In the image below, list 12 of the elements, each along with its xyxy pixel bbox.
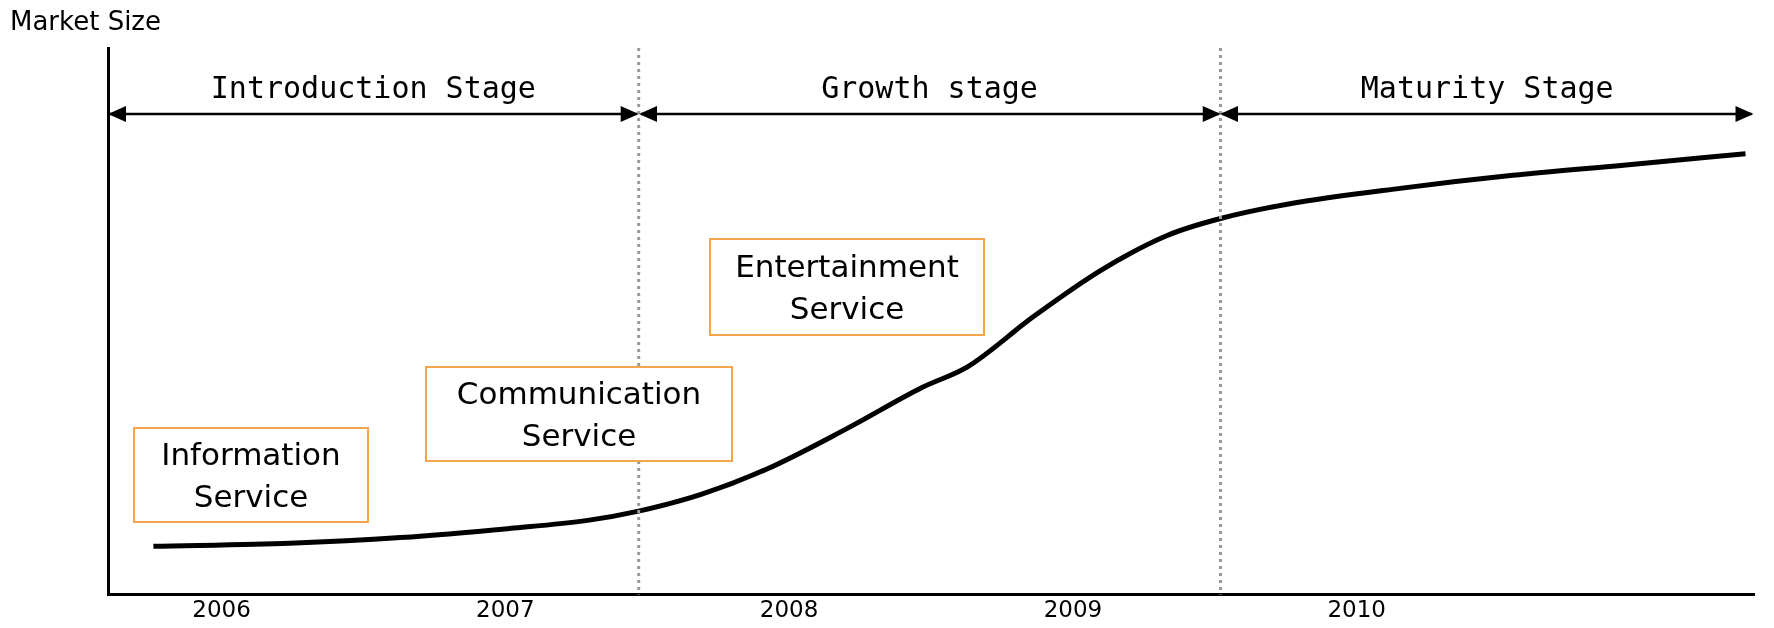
- x-tick-label: 2006: [192, 596, 251, 623]
- annotation: Information Service: [133, 427, 369, 523]
- x-tick-label: 2008: [759, 596, 819, 623]
- text: Maturity Stage: [1359, 70, 1615, 105]
- annotation: Entertainment Service: [709, 238, 985, 336]
- annotation: Communication Service: [425, 366, 733, 462]
- text: Growth stage: [820, 70, 1039, 105]
- x-tick-label: 2009: [1043, 596, 1103, 623]
- x-tick-label: 2010: [1327, 596, 1386, 623]
- text: Introduction Stage: [209, 70, 537, 105]
- x-tick-label: 2007: [476, 596, 535, 623]
- y-axis-title: Market Size: [10, 6, 162, 36]
